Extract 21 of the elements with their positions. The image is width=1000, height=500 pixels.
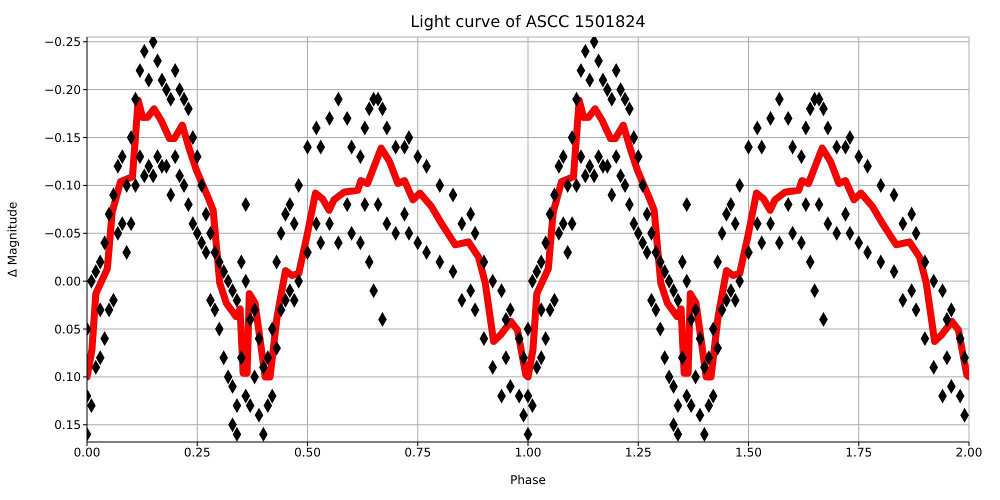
y-tick-label: 0.00 [54,274,81,288]
y-tick-label: −0.25 [44,35,81,50]
y-axis-title: Δ Magnitude [5,202,20,278]
x-tick-label: 1.75 [845,446,872,460]
x-tick-label: 1.00 [514,446,542,460]
y-tick-label: 0.05 [54,322,81,336]
y-tick-label: −0.10 [44,178,81,193]
y-tick-label: 0.10 [54,370,81,384]
x-tick-label: 1.25 [624,446,652,460]
x-tick-label: 0.75 [404,446,432,460]
x-tick-label: 2.00 [956,446,982,460]
y-tick-label: −0.20 [44,82,81,97]
y-tick-label: 0.15 [54,418,81,432]
x-tick-label: 0.50 [294,446,321,460]
x-tick-label: 1.50 [735,446,762,460]
y-tick-label: −0.15 [44,130,81,145]
chart-title: Light curve of ASCC 1501824 [409,12,647,31]
x-tick-label: 0.25 [184,446,211,460]
x-tick-label: 0.00 [74,446,100,460]
x-axis-title: Phase [510,473,546,487]
y-tick-label: −0.05 [44,226,81,241]
